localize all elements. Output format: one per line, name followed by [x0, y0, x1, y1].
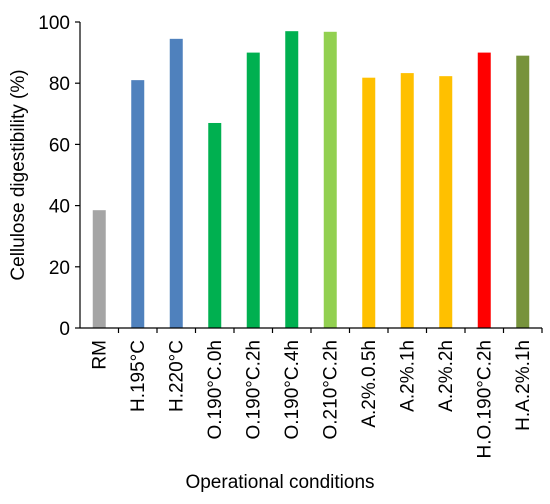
- y-tick-label: 0: [59, 319, 70, 340]
- x-tick-label: O.190°C.2h: [243, 340, 264, 440]
- bar-9: [439, 76, 453, 328]
- x-axis-tick-labels: RM H.195°C H.220°C O.190°C.0h O.190°C.2h O.19…: [89, 328, 543, 459]
- bar-1: [131, 80, 145, 328]
- bar-2: [169, 38, 183, 328]
- y-tick-label: 60: [49, 135, 70, 156]
- x-tick-label: H.O.190°C.2h: [474, 340, 495, 459]
- bar-4: [246, 52, 260, 328]
- y-tick-label: 20: [49, 258, 70, 279]
- x-tick-label: A.2%.1h: [397, 340, 418, 412]
- x-tick-label: O.190°C.4h: [282, 340, 303, 440]
- x-tick-label: O.190°C.0h: [205, 340, 226, 440]
- x-tick-label: A.2%.0.5h: [359, 340, 380, 428]
- x-tick-label: A.2%.2h: [436, 340, 457, 412]
- bar-3: [208, 122, 222, 328]
- x-tick-label: H.220°C: [166, 340, 187, 412]
- y-tick-label: 100: [38, 13, 70, 34]
- bar-8: [400, 73, 414, 329]
- bars: [92, 31, 530, 329]
- bar-10: [477, 52, 491, 328]
- y-axis-ticks: 0 20 40 60 80 100: [38, 13, 80, 340]
- x-axis-title: Operational conditions: [185, 472, 374, 493]
- x-tick-label: H.A.2%.1h: [513, 340, 534, 431]
- y-tick-label: 80: [49, 74, 70, 95]
- y-axis-title: Cellulose digestibility (%): [8, 69, 29, 280]
- x-tick-label: H.195°C: [128, 340, 149, 412]
- bar-6: [323, 31, 337, 329]
- bar-11: [516, 55, 530, 328]
- x-tick-label: RM: [89, 340, 110, 370]
- bar-5: [285, 31, 299, 329]
- y-tick-label: 40: [49, 197, 70, 218]
- bar-0: [92, 210, 106, 328]
- bar-7: [362, 77, 376, 328]
- x-tick-label: O.210°C.2h: [320, 340, 341, 440]
